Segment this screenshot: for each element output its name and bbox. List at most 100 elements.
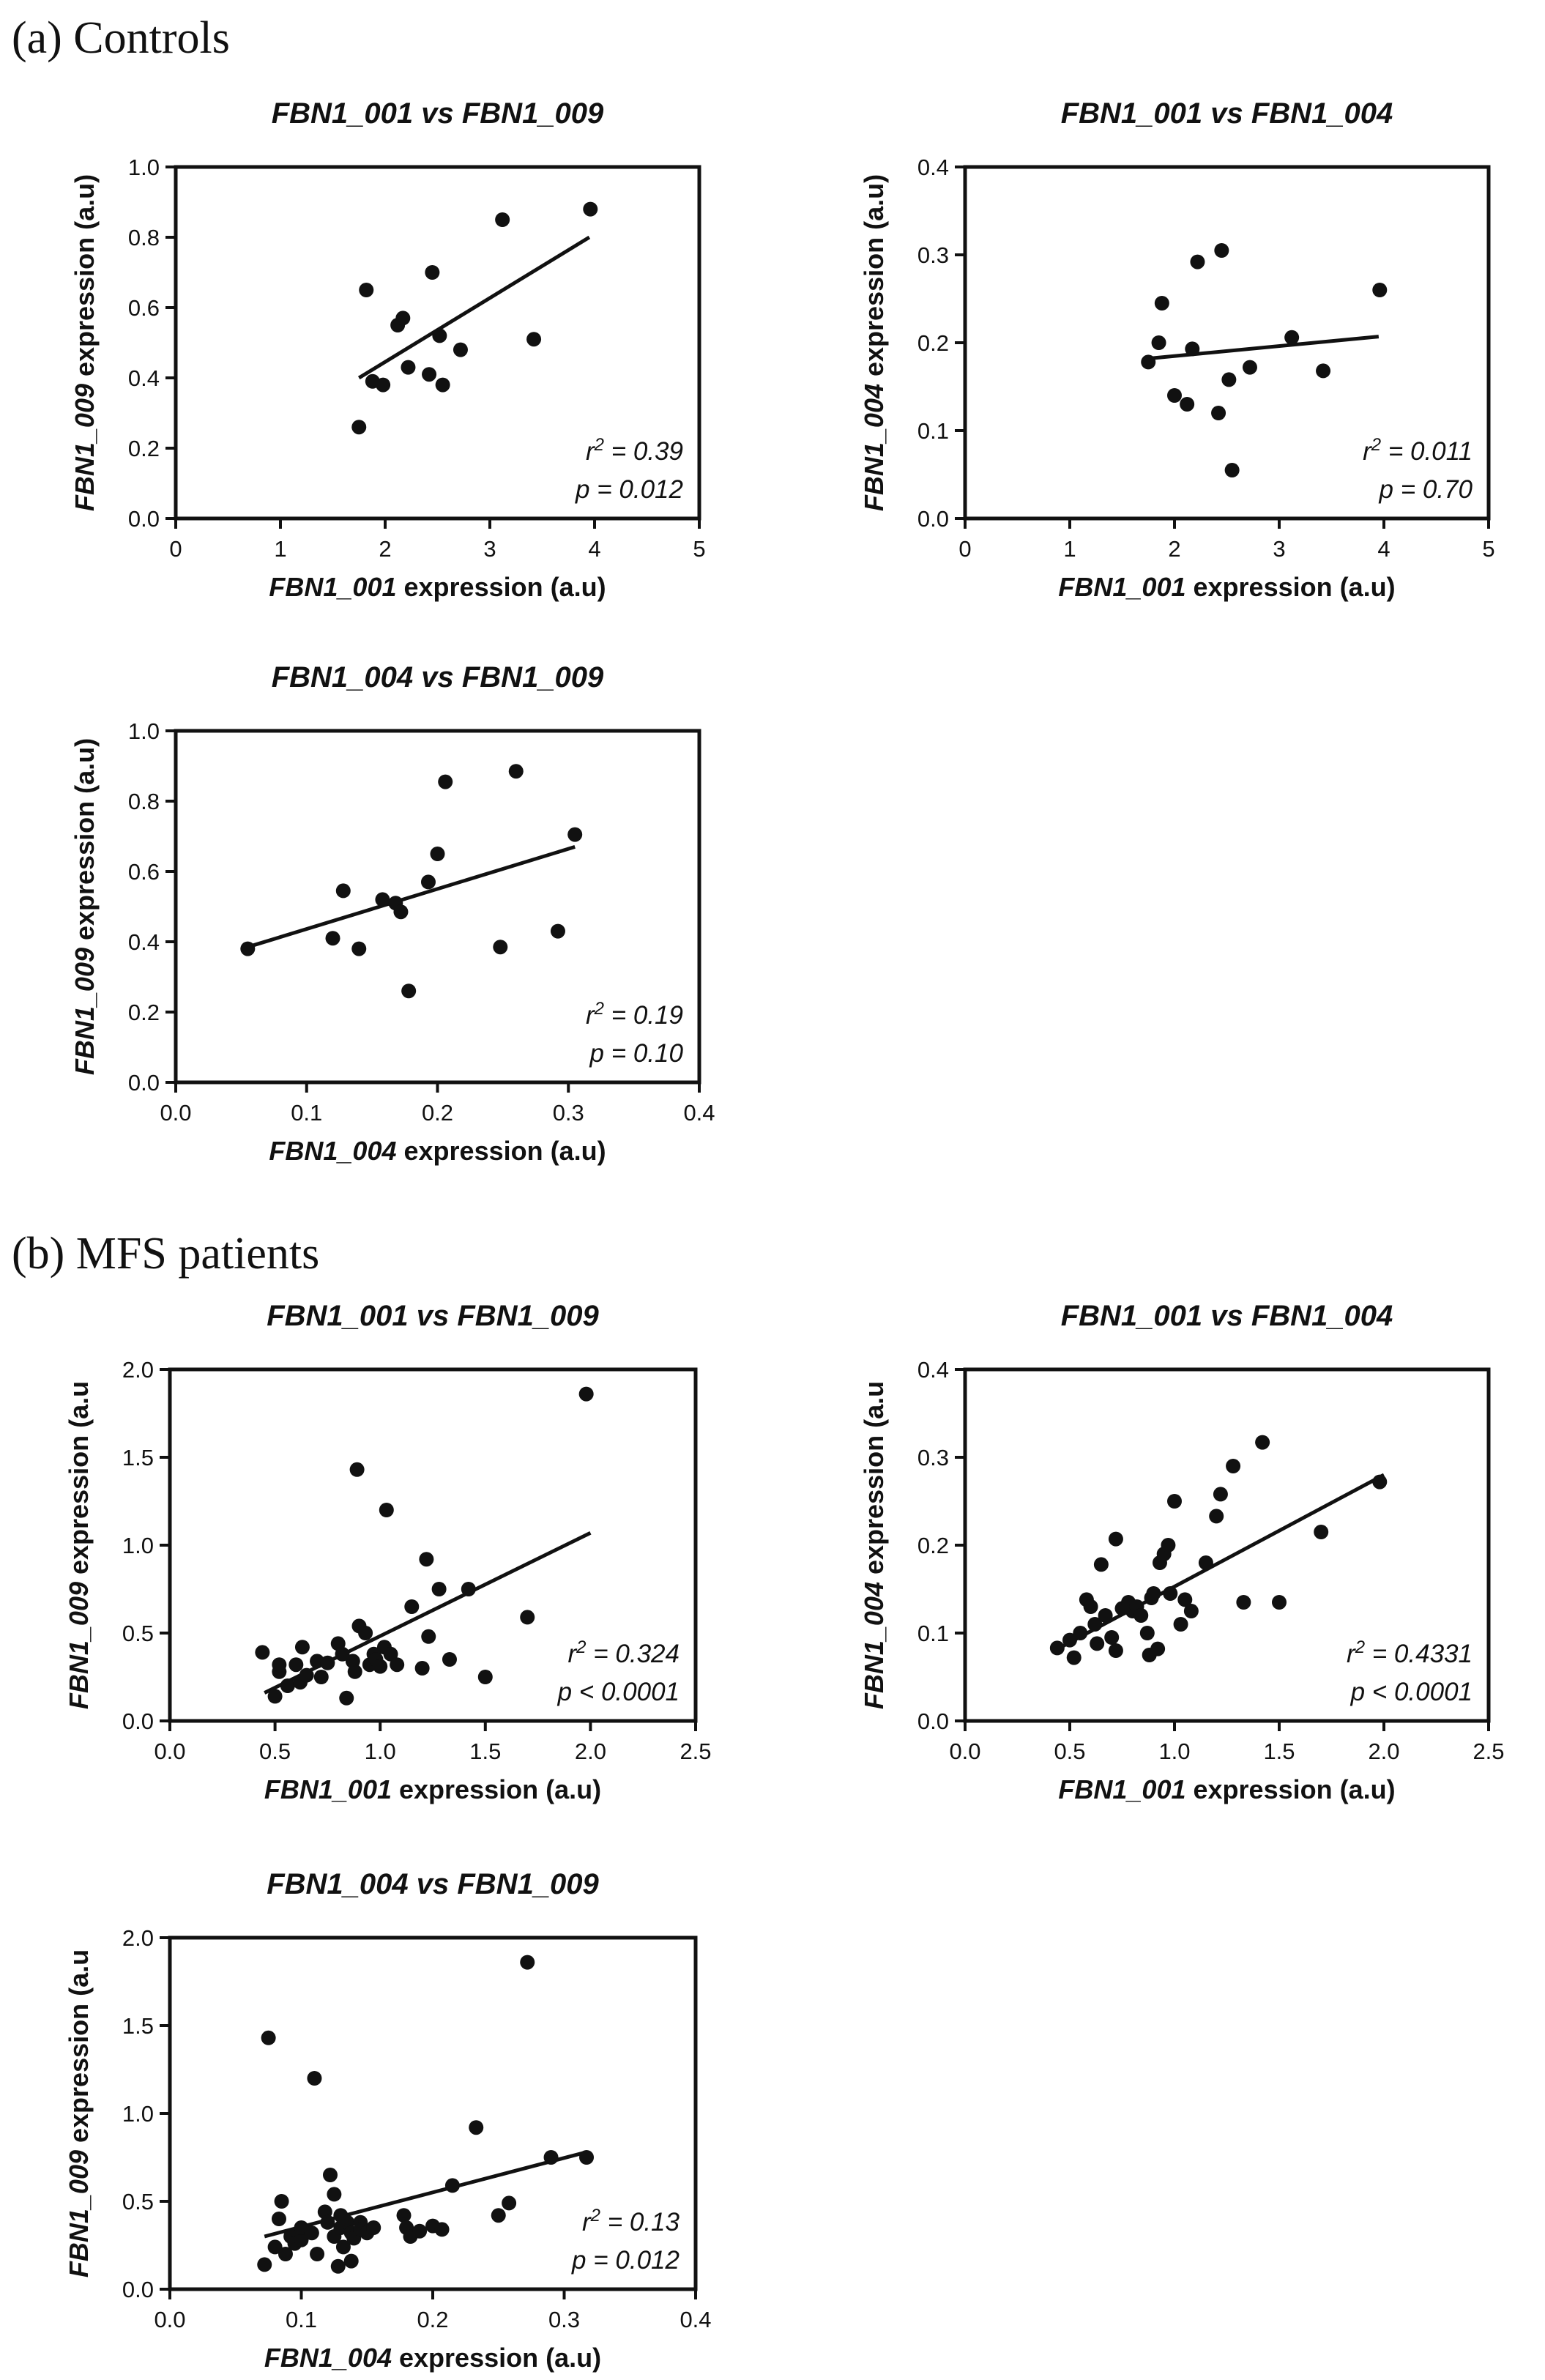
plot-frame [168,1367,698,1723]
y-tick-label: 0.0 [122,1708,154,1734]
data-point [1139,1626,1155,1640]
data-point [335,2239,351,2255]
x-tick-label: 1.0 [1158,1738,1190,1764]
data-point [257,2257,272,2272]
y-axis-label: FBN1_009 expression (a.u) [70,174,100,511]
data-point [1098,1608,1113,1623]
data-point [1214,243,1229,258]
data-point [1083,1599,1098,1614]
x-axis-label: FBN1_001 expression (a.u) [1058,572,1395,602]
x-tick-label: 4 [588,536,600,562]
x-tick-label: 2 [1168,536,1180,562]
y-tick-label: 0.0 [122,2277,154,2302]
data-point [1177,1592,1193,1607]
data-point [442,1652,457,1667]
data-point [1211,406,1226,420]
y-tick-label: 1.0 [128,155,160,180]
data-point [1151,335,1166,350]
x-axis-label: FBN1_004 expression (a.u) [269,1136,606,1166]
data-point [359,283,374,297]
data-point [401,360,416,375]
data-point [1150,1641,1166,1656]
data-point [366,2220,381,2235]
x-tick-label: 4 [1377,536,1390,562]
data-point [261,2030,276,2045]
y-axis-label: FBN1_009 expression (a.u [64,1381,94,1709]
data-point [274,2194,289,2209]
data-point [520,1610,535,1625]
data-point [477,1670,493,1684]
data-point [383,1646,398,1662]
data-point [347,1664,362,1679]
data-point [322,2168,338,2182]
data-point [401,983,417,999]
plot-frame [963,1367,1491,1723]
data-point [288,1657,304,1673]
regression-line [357,235,591,380]
x-tick-label: 3 [1273,536,1285,562]
y-tick-label: 2.0 [122,1357,154,1383]
y-tick-label: 0.0 [128,1070,160,1096]
data-point [313,1670,329,1684]
data-point [1108,1531,1123,1547]
r-squared-label: r2 = 0.011 [1363,435,1473,466]
data-point [453,342,468,357]
data-point [1154,296,1169,310]
data-point [267,2239,283,2255]
r-squared-label: r2 = 0.324 [568,1637,680,1669]
data-point [335,1646,350,1662]
y-tick-label: 0.2 [917,1533,949,1558]
r-squared-label: r2 = 0.4331 [1347,1637,1473,1669]
y-tick-label: 1.0 [122,1533,154,1558]
x-tick-label: 0 [958,536,971,562]
x-tick-label: 1.5 [1263,1738,1295,1764]
data-point [307,2071,322,2086]
scatter-panels: FBN1_001 vs FBN1_009 0 1 2 3 4 5 0.0 0.2 0.4 0.6 0.… [64,97,1505,2373]
x-tick-label: 0.1 [291,1100,322,1126]
regression-line [1148,335,1380,361]
x-tick-label: 1 [1063,536,1076,562]
data-point [435,377,450,393]
y-tick-label: 0.5 [122,1621,154,1646]
x-tick-label: 0.0 [949,1738,980,1764]
data-point [351,941,367,956]
p-value-label: p = 0.70 [1379,475,1473,504]
data-point [1226,1459,1241,1473]
x-axis-label: FBN1_004 expression (a.u) [264,2343,601,2373]
data-point [1198,1555,1213,1570]
data-point [1272,1595,1287,1610]
p-value-label: p < 0.0001 [557,1678,680,1706]
scatter-plot-3: FBN1_004 vs FBN1_009 0.0 0.1 0.2 0.3 0.4 0.0 0.… [70,661,715,1166]
y-tick-label: 0.4 [128,929,160,955]
chart-title: FBN1_004 vs FBN1_009 [272,661,604,693]
data-point [299,1667,314,1683]
data-point [376,377,391,393]
data-point [567,827,583,842]
data-point [393,904,409,920]
data-point [419,1552,434,1567]
data-point [1183,1604,1199,1618]
data-point [320,2214,335,2230]
y-axis-label: FBN1_004 expression (a.u) [859,174,889,511]
data-point [343,2253,359,2269]
data-point [502,2195,517,2211]
x-tick-label: 2.0 [1368,1738,1399,1764]
data-point [1093,1557,1109,1572]
data-point [1141,354,1156,370]
y-tick-label: 0.4 [917,155,949,180]
r-squared-label: r2 = 0.19 [586,999,683,1030]
data-point [1255,1435,1270,1450]
data-point [390,1657,405,1673]
x-tick-label: 1.0 [365,1738,396,1764]
data-point [1372,283,1388,297]
r-squared-label: r2 = 0.39 [586,435,683,466]
r-squared-label: r2 = 0.13 [582,2206,680,2237]
x-tick-label: 5 [693,536,705,562]
data-point [550,923,565,939]
plot-frame [174,165,701,521]
scatter-plot-2: FBN1_001 vs FBN1_004 0 1 2 3 4 5 0.0 0.1 0.2 0.3 0.… [859,97,1495,602]
data-point [543,2150,559,2165]
y-tick-label: 0.3 [917,242,949,268]
y-tick-label: 1.5 [122,1445,154,1470]
